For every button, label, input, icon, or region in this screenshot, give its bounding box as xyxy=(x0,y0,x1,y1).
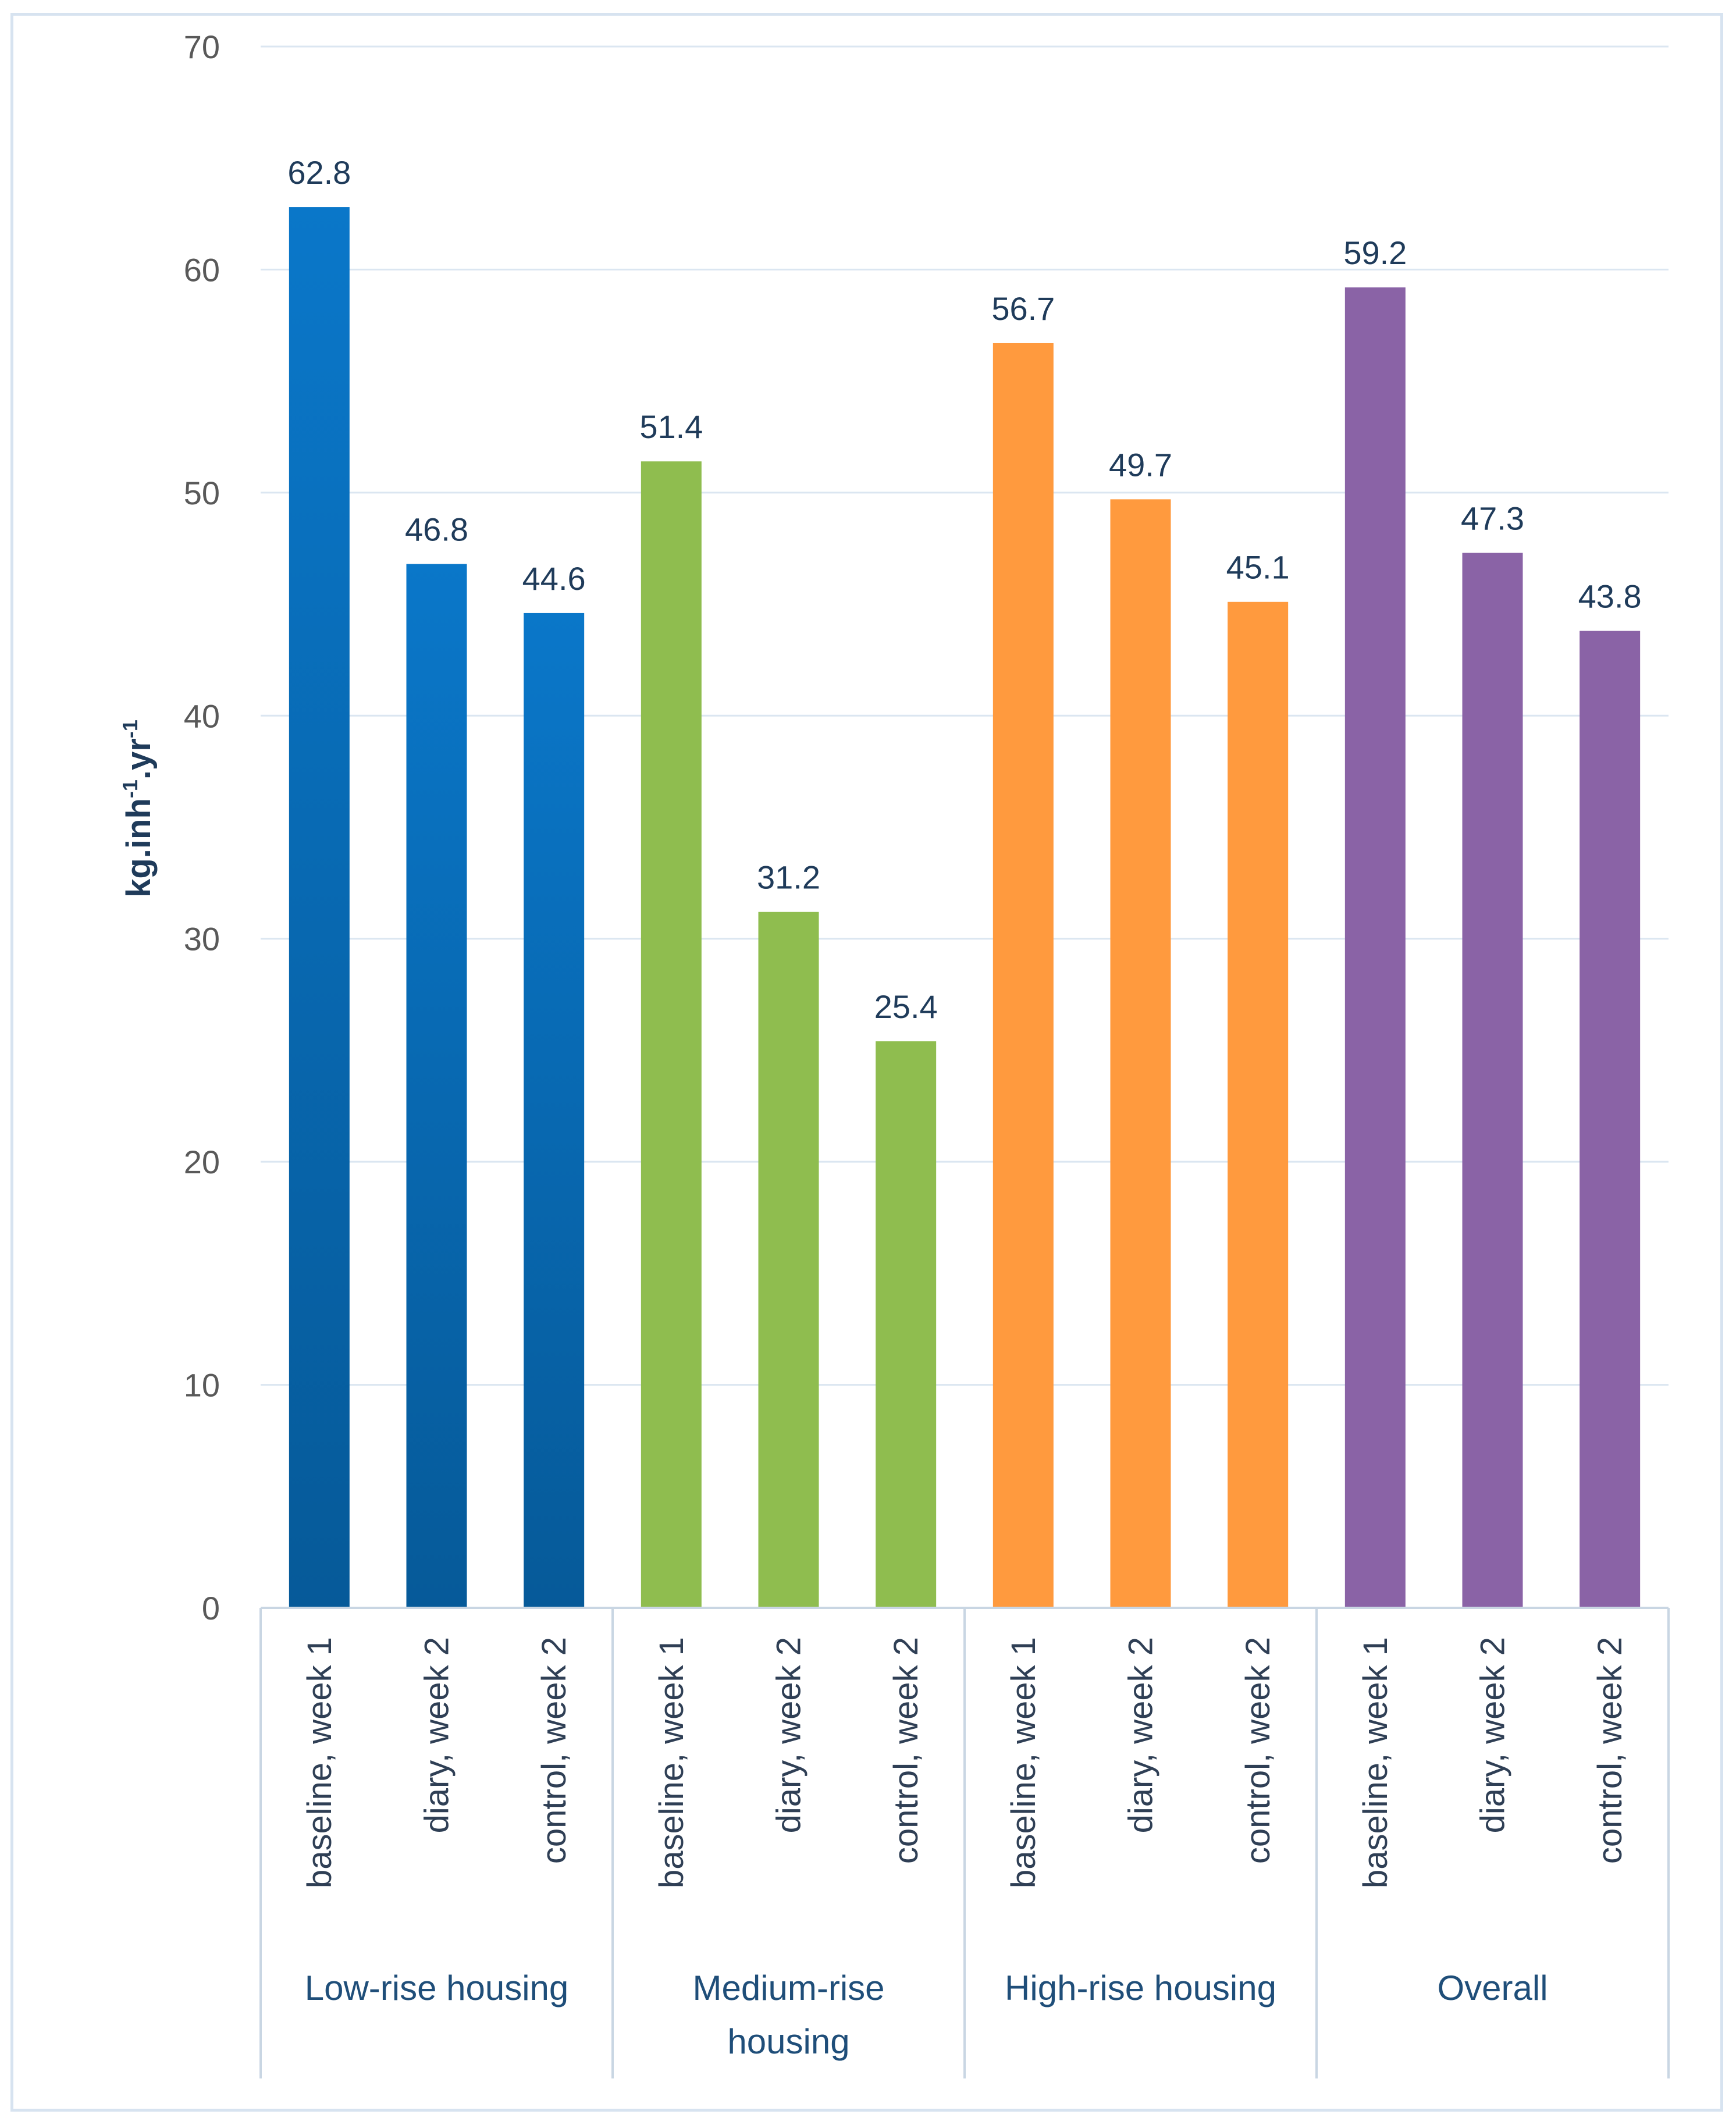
bar xyxy=(1462,553,1523,1608)
y-tick-label: 10 xyxy=(184,1367,220,1404)
x-category-label: baseline, week 1 xyxy=(301,1637,339,1888)
data-label: 51.4 xyxy=(639,408,703,445)
x-category-label: baseline, week 1 xyxy=(1005,1637,1043,1888)
bar xyxy=(1580,631,1641,1608)
bar xyxy=(1228,601,1289,1608)
y-axis-title-group: kg.inh-1.yr-1 xyxy=(118,720,158,898)
bar xyxy=(1344,287,1406,1608)
bar xyxy=(289,207,350,1608)
data-label: 47.3 xyxy=(1461,500,1524,536)
bar xyxy=(641,461,702,1608)
x-category-label: control, week 2 xyxy=(1239,1637,1277,1864)
bar xyxy=(758,912,819,1608)
y-axis-title: kg.inh-1.yr-1 xyxy=(118,720,158,898)
x-group-label: Medium-rise housing xyxy=(692,1969,884,2061)
x-category-label: baseline, week 1 xyxy=(1357,1637,1395,1888)
data-label: 43.8 xyxy=(1578,578,1642,615)
bar xyxy=(992,343,1054,1608)
data-label: 45.1 xyxy=(1226,549,1290,586)
data-label: 59.2 xyxy=(1343,234,1407,271)
x-category-label: diary, week 2 xyxy=(1474,1637,1512,1833)
data-label: 62.8 xyxy=(287,154,351,191)
x-group-label: Low-rise housing xyxy=(305,1969,569,2007)
x-category-label: baseline, week 1 xyxy=(653,1637,691,1888)
y-tick-label: 0 xyxy=(202,1590,220,1626)
x-category-label: diary, week 2 xyxy=(770,1637,808,1833)
bar xyxy=(406,564,467,1608)
x-category-label: diary, week 2 xyxy=(1122,1637,1160,1833)
x-category-label: control, week 2 xyxy=(535,1637,573,1864)
data-label: 56.7 xyxy=(991,290,1055,327)
x-category-label: control, week 2 xyxy=(1591,1637,1629,1864)
x-group-label: Overall xyxy=(1437,1969,1548,2007)
data-label: 25.4 xyxy=(874,988,938,1025)
data-labels: 62.8 46.8 44.6 51.4 31.2 25.4 56.7 49.7 45.1 59.2… xyxy=(287,154,1641,1025)
y-tick-label: 70 xyxy=(184,29,220,65)
data-label: 31.2 xyxy=(757,859,820,896)
y-tick-label: 40 xyxy=(184,697,220,734)
bar xyxy=(524,613,585,1608)
y-tick-label: 60 xyxy=(184,251,220,288)
x-category-label: diary, week 2 xyxy=(418,1637,456,1833)
y-axis-ticks: 0 10 20 30 40 50 60 70 xyxy=(184,29,220,1626)
data-label: 49.7 xyxy=(1109,446,1172,483)
bar xyxy=(876,1041,937,1608)
gridlines xyxy=(261,45,1669,1386)
x-category-label: control, week 2 xyxy=(887,1637,925,1864)
data-label: 44.6 xyxy=(522,560,586,597)
data-label: 46.8 xyxy=(405,511,468,548)
y-tick-label: 20 xyxy=(184,1144,220,1180)
x-axis: baseline, week 1 diary, week 2 control, we… xyxy=(259,1607,1670,2078)
y-tick-label: 50 xyxy=(184,475,220,511)
x-group-label: High-rise housing xyxy=(1005,1969,1276,2007)
y-tick-label: 30 xyxy=(184,921,220,958)
bar xyxy=(1110,499,1171,1608)
bars xyxy=(289,207,1641,1608)
